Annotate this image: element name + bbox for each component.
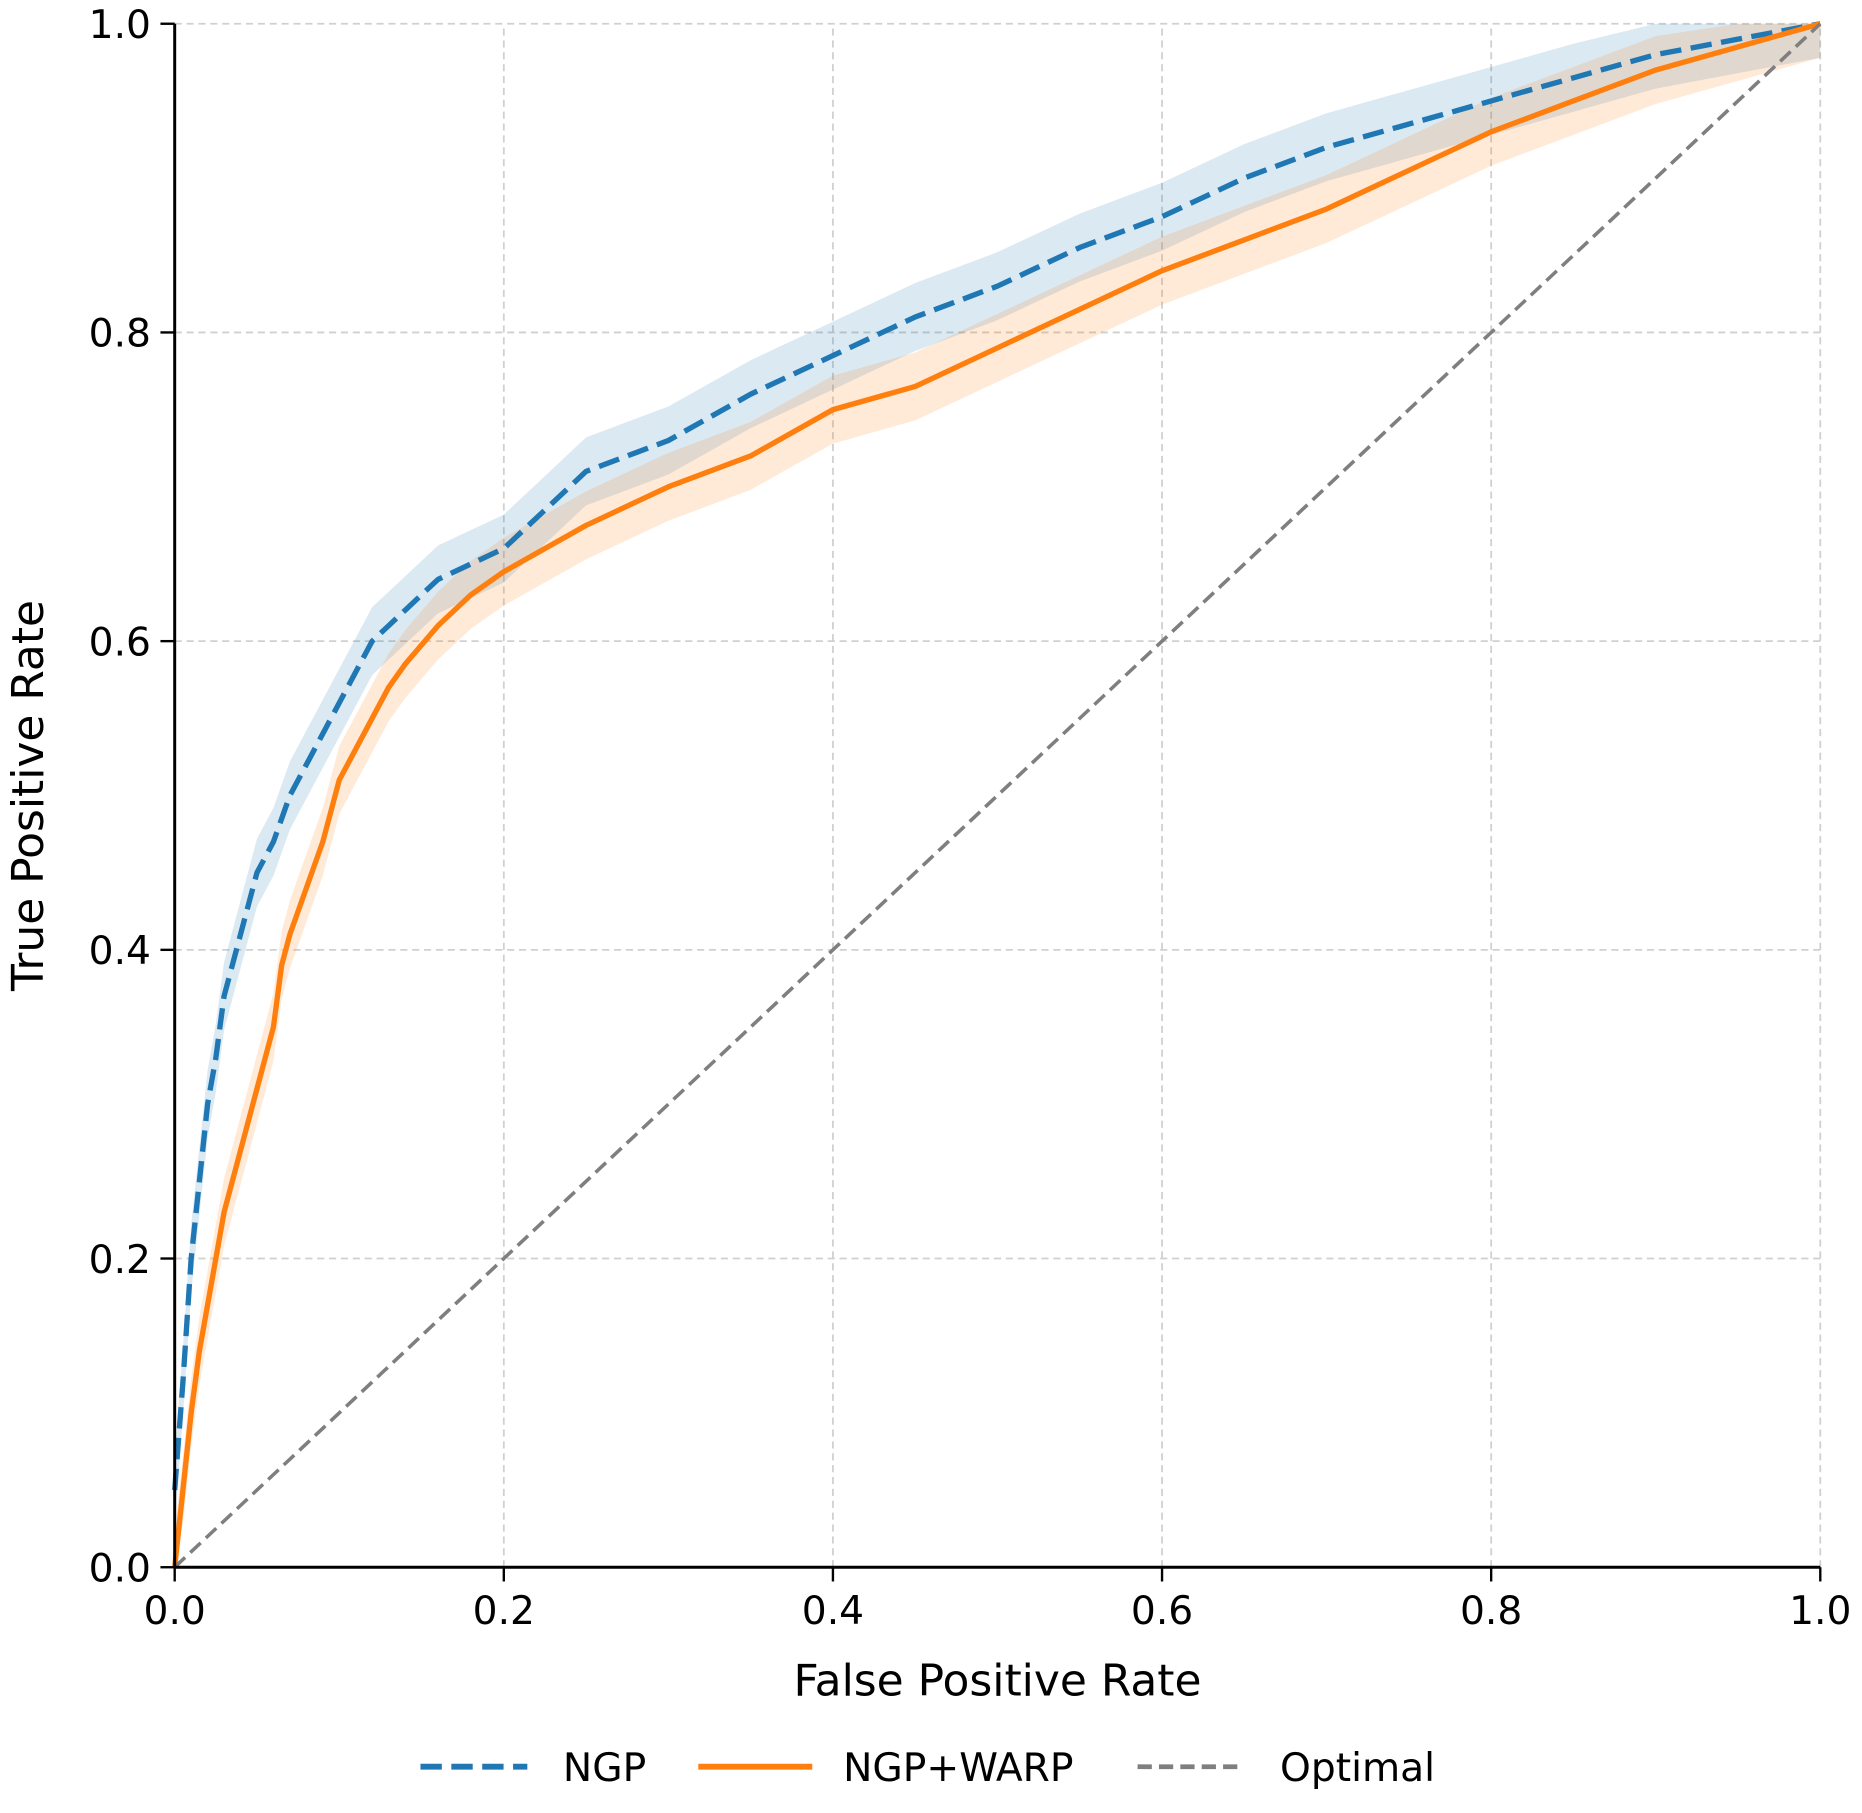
y-tick-label: 0.0 <box>89 1546 151 1591</box>
axes: 0.0 0.2 0.4 0.6 0.8 1.0 0.0 0.2 0.4 0.6 0.8 1.0 <box>89 3 1852 1634</box>
series-lines <box>172 21 1822 1569</box>
confidence-bands <box>174 23 1821 1568</box>
y-tick-label: 0.6 <box>89 620 151 665</box>
legend-label-ngp: NGP <box>563 1746 646 1791</box>
line-ngp-warp <box>172 21 1822 1568</box>
legend-label-optimal: Optimal <box>1280 1746 1435 1791</box>
band-ngp-warp <box>174 23 1821 1568</box>
x-tick-label: 0.0 <box>144 1589 206 1634</box>
x-tick-label: 0.4 <box>802 1589 864 1634</box>
y-axis-label: True Positive Rate <box>3 600 54 992</box>
legend: NGP NGP+WARP Optimal <box>420 1746 1435 1791</box>
grid <box>174 22 1822 1568</box>
y-tick-label: 0.4 <box>89 929 151 974</box>
line-ngp <box>172 21 1821 1491</box>
x-axis-label: False Positive Rate <box>793 1655 1201 1706</box>
line-optimal <box>173 22 1822 1569</box>
x-tick-label: 0.8 <box>1460 1589 1522 1634</box>
legend-label-ngp-warp: NGP+WARP <box>843 1746 1073 1791</box>
x-tick-label: 0.2 <box>473 1589 535 1634</box>
y-tick-label: 0.2 <box>89 1238 151 1283</box>
x-tick-label: 1.0 <box>1789 1589 1851 1634</box>
y-tick-label: 0.8 <box>89 312 151 357</box>
x-tick-label: 0.6 <box>1131 1589 1193 1634</box>
band-ngp <box>174 23 1821 1525</box>
y-tick-label: 1.0 <box>89 3 151 48</box>
